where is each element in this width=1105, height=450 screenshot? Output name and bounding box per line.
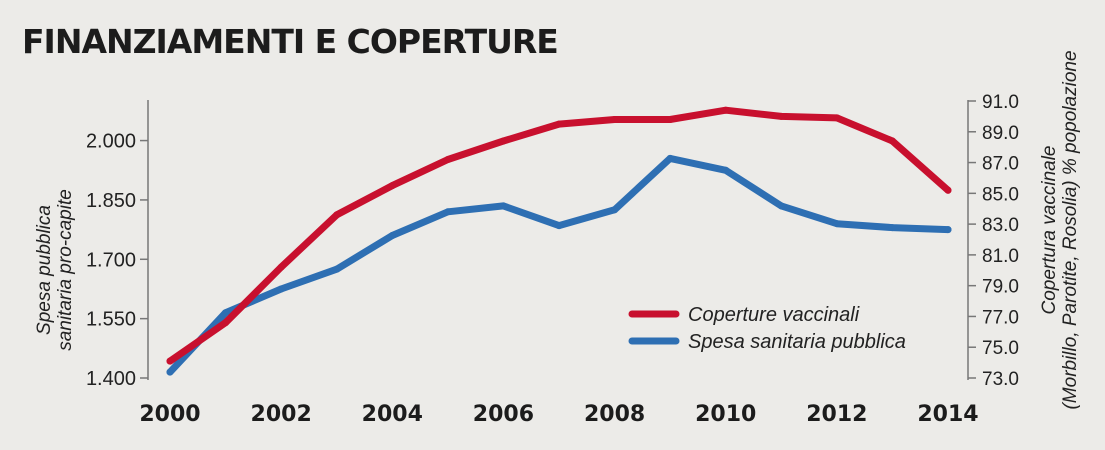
left-tick-label: 2.000 (86, 131, 136, 153)
left-tick-label: 1.850 (86, 190, 136, 212)
data-point-coperture-vaccinali (499, 137, 507, 145)
data-point-spesa-sanitaria-pubblica (888, 224, 896, 232)
data-point-spesa-sanitaria-pubblica (666, 154, 674, 162)
x-tick-label: 2012 (806, 402, 867, 427)
left-tick-label: 1.550 (86, 309, 136, 331)
right-axis-title: Copertura vaccinale (Morbillo, Parotite,… (1039, 50, 1081, 409)
data-point-spesa-sanitaria-pubblica (611, 206, 619, 214)
left-axis-title: Spesa pubblica sanitaria pro-capite (34, 189, 76, 351)
data-point-spesa-sanitaria-pubblica (499, 202, 507, 210)
left-axis-ticks: 1.400 1.550 1.700 1.850 2.000 (86, 131, 148, 390)
data-point-coperture-vaccinali (444, 155, 452, 163)
data-point-spesa-sanitaria-pubblica (722, 166, 730, 174)
chart-title: FINANZIAMENTI E COPERTURE (22, 22, 558, 61)
data-point-coperture-vaccinali (888, 137, 896, 145)
data-point-coperture-vaccinali (611, 115, 619, 123)
data-point-coperture-vaccinali (277, 263, 285, 271)
right-tick-label: 89.0 (982, 123, 1019, 144)
left-axis-title-line2: sanitaria pro-capite (55, 189, 76, 351)
right-tick-label: 85.0 (982, 184, 1019, 205)
x-tick-label: 2014 (917, 402, 978, 427)
x-tick-label: 2000 (139, 402, 200, 427)
series-layer (166, 106, 952, 376)
right-tick-label: 87.0 (982, 154, 1019, 175)
right-tick-label: 75.0 (982, 338, 1019, 359)
right-tick-label: 73.0 (982, 369, 1019, 390)
left-tick-label: 1.700 (86, 249, 136, 271)
legend-label-coperture: Coperture vaccinali (688, 304, 860, 326)
data-point-spesa-sanitaria-pubblica (777, 202, 785, 210)
right-axis-title-line2: (Morbillo, Parotite, Rosolia) % popolazi… (1060, 50, 1081, 409)
x-axis-ticks: 2000 2002 2004 2006 2008 2010 2012 2014 (139, 402, 978, 427)
legend-label-spesa: Spesa sanitaria pubblica (688, 331, 906, 353)
data-point-coperture-vaccinali (166, 357, 174, 365)
data-point-spesa-sanitaria-pubblica (555, 222, 563, 230)
right-tick-label: 77.0 (982, 307, 1019, 328)
data-point-spesa-sanitaria-pubblica (222, 309, 230, 317)
data-point-coperture-vaccinali (833, 114, 841, 122)
data-point-coperture-vaccinali (722, 106, 730, 114)
data-point-coperture-vaccinali (555, 120, 563, 128)
data-point-spesa-sanitaria-pubblica (388, 232, 396, 240)
data-point-spesa-sanitaria-pubblica (333, 265, 341, 273)
legend: Coperture vaccinali Spesa sanitaria pubb… (628, 304, 906, 353)
data-point-spesa-sanitaria-pubblica (444, 208, 452, 216)
data-point-coperture-vaccinali (222, 319, 230, 327)
data-point-spesa-sanitaria-pubblica (944, 226, 952, 234)
left-axis-title-line1: Spesa pubblica (34, 205, 55, 335)
x-tick-label: 2010 (695, 402, 756, 427)
data-point-spesa-sanitaria-pubblica (833, 220, 841, 228)
data-point-coperture-vaccinali (944, 186, 952, 194)
right-axis-title-line1: Copertura vaccinale (1039, 146, 1060, 315)
right-tick-label: 81.0 (982, 246, 1019, 267)
x-tick-label: 2006 (473, 402, 534, 427)
data-point-coperture-vaccinali (333, 211, 341, 219)
right-tick-label: 79.0 (982, 277, 1019, 298)
x-tick-label: 2002 (251, 402, 312, 427)
left-tick-label: 1.400 (86, 368, 136, 390)
data-point-spesa-sanitaria-pubblica (166, 368, 174, 376)
right-tick-label: 83.0 (982, 215, 1019, 236)
data-point-spesa-sanitaria-pubblica (277, 285, 285, 293)
x-tick-label: 2004 (362, 402, 423, 427)
data-point-coperture-vaccinali (777, 112, 785, 120)
data-point-coperture-vaccinali (666, 115, 674, 123)
right-axis-ticks: 73.0 75.0 77.0 79.0 81.0 83.0 85.0 87.0 89.0 91.0 (968, 92, 1019, 390)
right-tick-label: 91.0 (982, 92, 1019, 113)
data-point-coperture-vaccinali (388, 182, 396, 190)
x-tick-label: 2008 (584, 402, 645, 427)
